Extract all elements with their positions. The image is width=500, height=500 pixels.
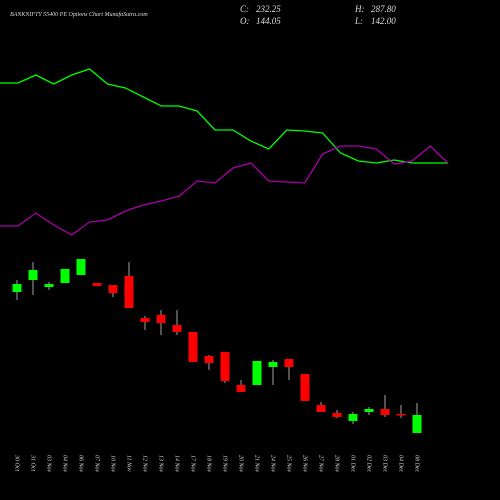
- x-tick-label: 03 Nov: [46, 455, 52, 473]
- summary-label: O:: [240, 16, 250, 26]
- candle-body: [188, 332, 198, 362]
- candle-body: [412, 415, 422, 433]
- x-tick-label: 06 Nov: [78, 455, 84, 473]
- candle-body: [300, 374, 310, 401]
- x-tick-label: 13 Nov: [158, 455, 164, 473]
- summary-label: H:: [354, 4, 365, 14]
- candle-body: [12, 284, 22, 292]
- x-tick-label: 03 Dec: [382, 455, 388, 472]
- candle-body: [124, 276, 134, 308]
- x-tick-label: 14 Nov: [174, 455, 181, 473]
- x-tick-label: 01 Dec: [350, 455, 356, 472]
- summary-value: 142.00: [371, 16, 396, 26]
- x-tick-label: 19 Nov: [222, 455, 228, 473]
- x-tick-label: 31 Oct: [30, 454, 36, 471]
- x-tick-label: 20 Nov: [238, 455, 244, 473]
- x-tick-label: 24 Nov: [270, 455, 277, 473]
- indicator-line: [0, 145, 449, 236]
- candle-body: [220, 352, 230, 381]
- x-tick-label: 26 Nov: [302, 455, 308, 473]
- candle-body: [364, 409, 374, 412]
- x-tick-label: 28 Nov: [334, 455, 340, 473]
- x-tick-label: 12 Nov: [142, 455, 148, 473]
- candle-body: [268, 362, 278, 367]
- candle-body: [172, 325, 182, 332]
- x-tick-label: 10 Nov: [110, 455, 116, 473]
- x-tick-label: 21 Nov: [254, 455, 260, 473]
- candle-body: [252, 361, 262, 385]
- candle-body: [92, 283, 102, 286]
- candle-body: [156, 315, 166, 323]
- summary-label: L:: [354, 16, 363, 26]
- candle-body: [236, 385, 246, 392]
- candle-body: [44, 284, 54, 287]
- x-tick-label: 07 Nov: [94, 455, 100, 473]
- x-tick-label: 27 Nov: [318, 455, 324, 473]
- chart-title: BANKNIFTY 55400 PE Options Chart MunafaS…: [10, 11, 148, 18]
- x-tick-label: 02 Dec: [366, 455, 372, 472]
- candle-body: [76, 259, 86, 275]
- candle-body: [204, 356, 214, 363]
- candle-body: [396, 414, 406, 416]
- summary-value: 232.25: [256, 4, 281, 14]
- indicator-line: [0, 68, 448, 164]
- summary-value: 287.80: [371, 4, 396, 14]
- x-tick-label: 04 Dec: [398, 455, 405, 472]
- summary-label: C:: [240, 4, 249, 14]
- candle-body: [28, 270, 38, 280]
- x-tick-label: 17 Nov: [190, 455, 196, 473]
- candle-body: [284, 359, 294, 367]
- candle-body: [316, 405, 326, 412]
- x-tick-label: 08 Dec: [414, 455, 420, 472]
- x-tick-label: 18 Nov: [206, 455, 212, 473]
- x-tick-label: 25 Nov: [286, 455, 292, 473]
- x-tick-label: 11 Nov: [126, 455, 132, 472]
- candle-body: [332, 413, 342, 417]
- candle-body: [348, 414, 358, 421]
- summary-value: 144.05: [256, 16, 281, 26]
- candle-body: [108, 285, 118, 293]
- candle-body: [380, 409, 390, 415]
- candle-body: [60, 269, 70, 283]
- candle-body: [140, 318, 150, 322]
- x-tick-label: 04 Nov: [62, 455, 69, 473]
- x-tick-label: 30 Oct: [14, 454, 20, 471]
